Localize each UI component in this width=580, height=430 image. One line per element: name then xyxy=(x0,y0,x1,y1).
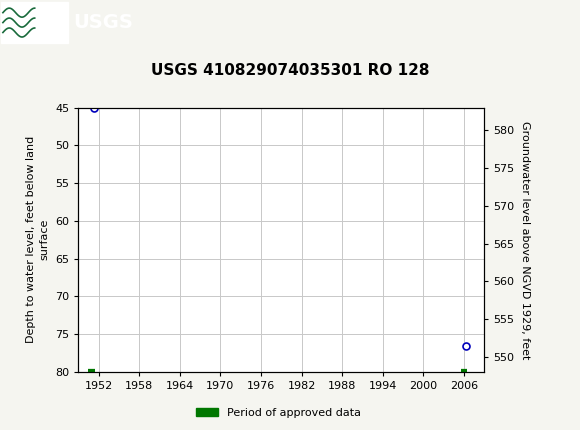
Text: USGS: USGS xyxy=(74,13,133,32)
Y-axis label: Groundwater level above NGVD 1929, feet: Groundwater level above NGVD 1929, feet xyxy=(520,120,530,359)
Text: USGS 410829074035301 RO 128: USGS 410829074035301 RO 128 xyxy=(151,64,429,78)
Legend: Period of approved data: Period of approved data xyxy=(191,403,365,422)
Bar xyxy=(1,2,68,43)
Y-axis label: Depth to water level, feet below land
surface: Depth to water level, feet below land su… xyxy=(27,136,50,343)
